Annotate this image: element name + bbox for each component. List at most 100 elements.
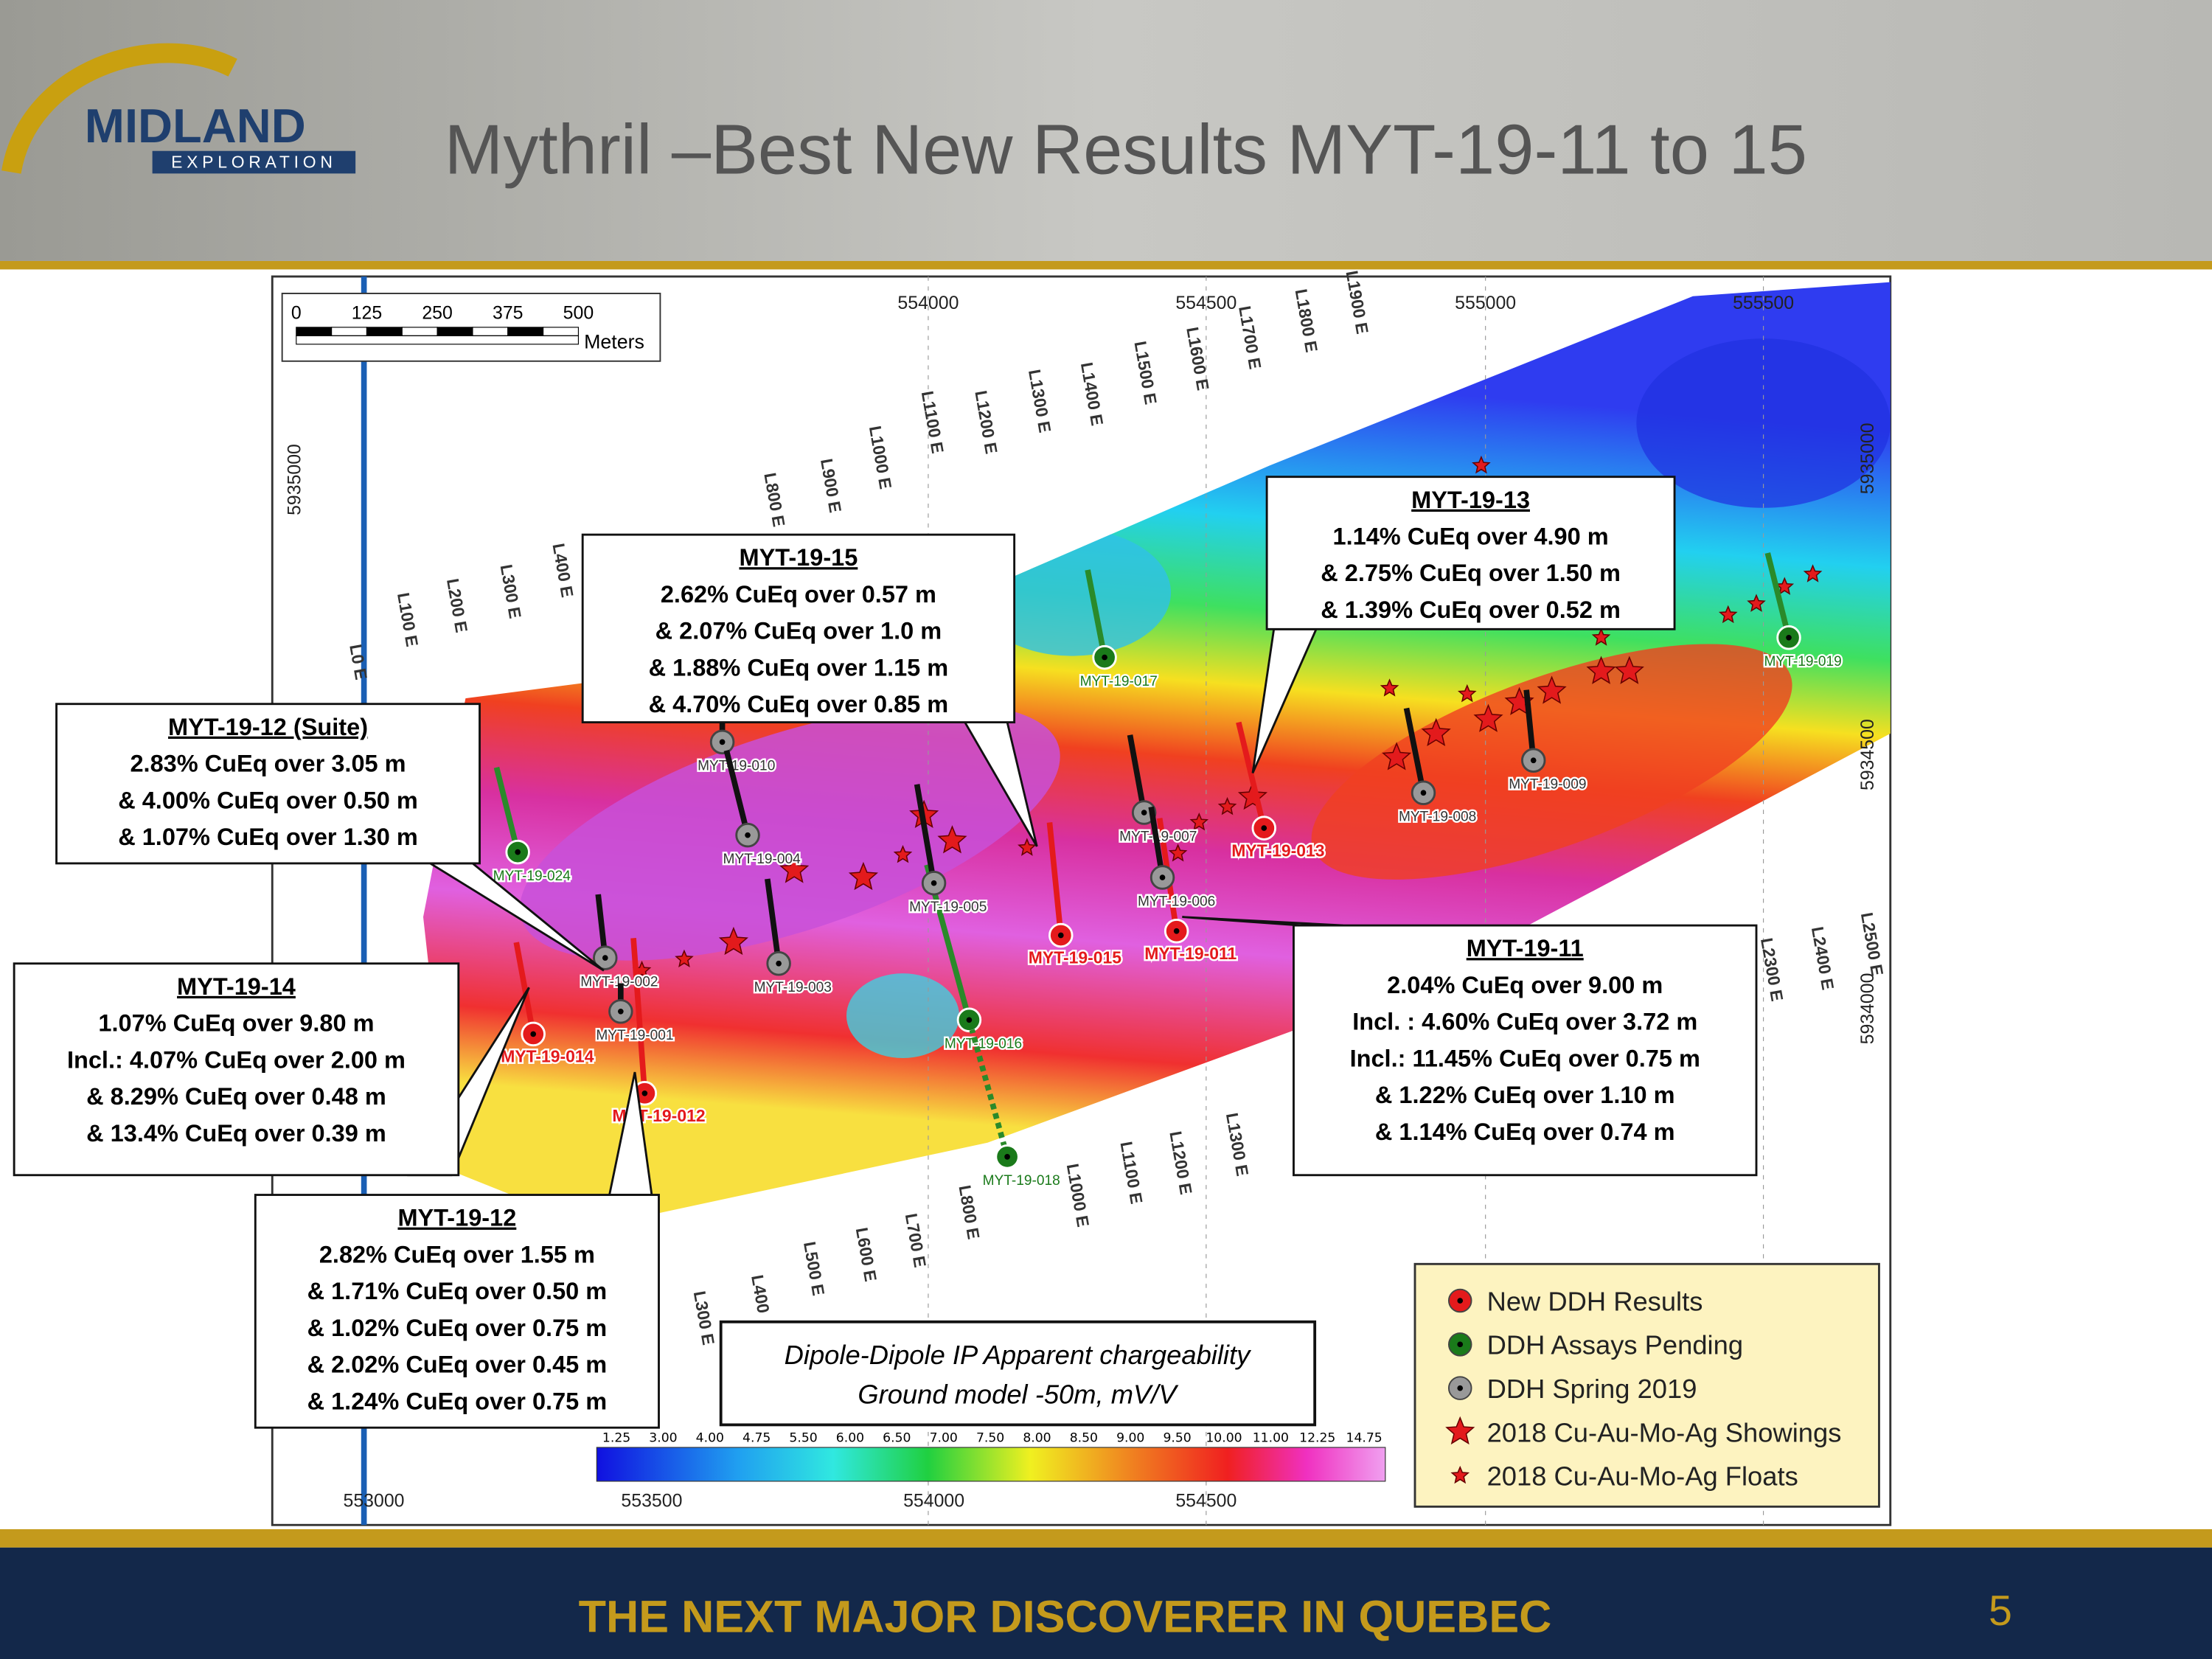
anomaly: [846, 973, 960, 1058]
showing-star: [937, 825, 967, 854]
colorbar-label: 4.75: [742, 1430, 771, 1445]
logo-arc: [1, 43, 237, 174]
scale-seg: [437, 327, 473, 336]
float-star: [1803, 564, 1823, 582]
logo-name: MIDLAND: [85, 99, 306, 153]
scale-tick: 0: [291, 302, 302, 323]
collar-dot: [1173, 928, 1180, 934]
coord-label: 5935000: [1857, 422, 1878, 494]
colorbar-label: 4.00: [696, 1430, 724, 1445]
float-star: [1018, 838, 1037, 856]
collar-dot: [1141, 810, 1147, 815]
slide-title: Mythril –Best New Results MYT-19-11 to 1…: [445, 110, 1807, 189]
coord-label: 5934000: [1857, 973, 1878, 1045]
collar-dot: [745, 832, 751, 838]
callout-line: 1.07% CuEq over 9.80 m: [98, 1010, 374, 1037]
callout-line: Incl.: 4.07% CuEq over 2.00 m: [67, 1046, 406, 1073]
tagline: THE NEXT MAJOR DISCOVERER IN QUEBEC: [579, 1592, 1552, 1642]
page-number: 5: [1989, 1587, 2012, 1635]
collar-dot: [1102, 654, 1107, 661]
collar-dot: [1057, 932, 1064, 939]
drill-trace: [723, 749, 751, 836]
anomaly: [1636, 338, 1891, 508]
callout-line: & 4.70% CuEq over 0.85 m: [649, 691, 949, 717]
float-star: [1458, 684, 1477, 703]
showing-star: [718, 926, 748, 956]
colorbar-label: 8.00: [1023, 1430, 1051, 1445]
callout-title: MYT-19-15: [739, 544, 858, 571]
drill-trace: [914, 784, 937, 884]
showing-star: [1537, 675, 1567, 704]
coord-label: 553000: [344, 1490, 405, 1511]
callout-line: 2.04% CuEq over 9.00 m: [1387, 972, 1663, 998]
drill-trace: [493, 766, 521, 853]
drill-trace: [1764, 552, 1792, 639]
callout-line: 1.14% CuEq over 4.90 m: [1333, 524, 1609, 550]
callout-title: MYT-19-12 (Suite): [168, 714, 368, 740]
coord-label: 555500: [1733, 293, 1794, 313]
showing-star: [1586, 655, 1616, 684]
callout-line: & 1.88% CuEq over 1.15 m: [649, 654, 949, 681]
header-bg: [0, 0, 2212, 261]
drillhole-label: MYT-19-009: [1509, 777, 1586, 793]
callout-line: & 8.29% CuEq over 0.48 m: [86, 1083, 386, 1110]
callout-line: & 2.75% CuEq over 1.50 m: [1321, 560, 1621, 586]
float-star: [1217, 796, 1237, 815]
scale-unit: Meters: [584, 331, 644, 353]
legend-label: New DDH Results: [1487, 1286, 1703, 1316]
collar-dot: [1420, 790, 1427, 796]
drill-trace: [765, 878, 782, 964]
scale-tick: 250: [422, 302, 452, 323]
colorbar-label: 9.50: [1163, 1430, 1191, 1445]
showing-star: [1473, 703, 1503, 732]
drillhole-label: MYT-19-014: [501, 1047, 594, 1066]
drillhole-label: MYT-19-013: [1231, 841, 1324, 860]
colorbar-label: 14.75: [1346, 1430, 1382, 1445]
colorbar-label: 7.00: [930, 1430, 958, 1445]
drillhole-label: MYT-19-019: [1764, 654, 1842, 669]
collar-dot: [618, 1008, 624, 1015]
drillhole-label: MYT-19-002: [580, 974, 658, 990]
drill-trace: [1046, 822, 1064, 936]
colorbar-label: 5.50: [789, 1430, 817, 1445]
collar-dot: [931, 880, 937, 886]
scale-tick: 500: [563, 302, 594, 323]
showing-star: [1382, 742, 1412, 771]
collar-dot: [602, 955, 608, 961]
callout-box: [581, 533, 1016, 724]
collar-dot: [641, 1090, 648, 1096]
float-star: [1747, 594, 1766, 612]
callout-box: [13, 962, 460, 1177]
legend-label: DDH Assays Pending: [1487, 1330, 1743, 1360]
callout-line: & 1.07% CuEq over 1.30 m: [118, 824, 418, 850]
coord-label: 554500: [1175, 1490, 1237, 1511]
callout-box: [55, 703, 481, 865]
coord-label: 554000: [903, 1490, 964, 1511]
coord-label: 5934500: [1857, 719, 1878, 790]
drill-trace: [513, 942, 536, 1035]
colorbar-label: 10.00: [1206, 1430, 1242, 1445]
collar-dot: [719, 739, 726, 745]
callout-line: & 1.39% CuEq over 0.52 m: [1321, 597, 1621, 623]
coord-label: 5935000: [285, 444, 305, 515]
scale-seg: [296, 335, 580, 345]
float-star: [1591, 627, 1611, 646]
collar-dot: [1261, 825, 1267, 831]
showing-star: [848, 861, 878, 891]
coord-label: 555000: [1455, 293, 1516, 313]
drillhole-label: MYT-19-011: [1144, 944, 1237, 963]
colorbar-label: 8.50: [1070, 1430, 1098, 1445]
float-star: [1168, 844, 1188, 862]
drill-trace: [969, 1029, 1010, 1158]
showing-star: [1421, 717, 1451, 747]
note-line: Ground model -50m, mV/V: [858, 1380, 1179, 1410]
callout-line: 2.62% CuEq over 0.57 m: [661, 581, 936, 608]
legend-label: 2018 Cu-Au-Mo-Ag Showings: [1487, 1417, 1842, 1447]
callout-title: MYT-19-13: [1411, 487, 1530, 513]
callout-line: & 1.14% CuEq over 0.74 m: [1375, 1119, 1675, 1145]
drill-trace: [630, 938, 648, 1094]
legend-label: 2018 Cu-Au-Mo-Ag Floats: [1487, 1461, 1798, 1492]
collar-dot: [515, 849, 521, 855]
coord-label: 554500: [1175, 293, 1237, 313]
callout-line: & 1.71% CuEq over 0.50 m: [307, 1278, 608, 1304]
